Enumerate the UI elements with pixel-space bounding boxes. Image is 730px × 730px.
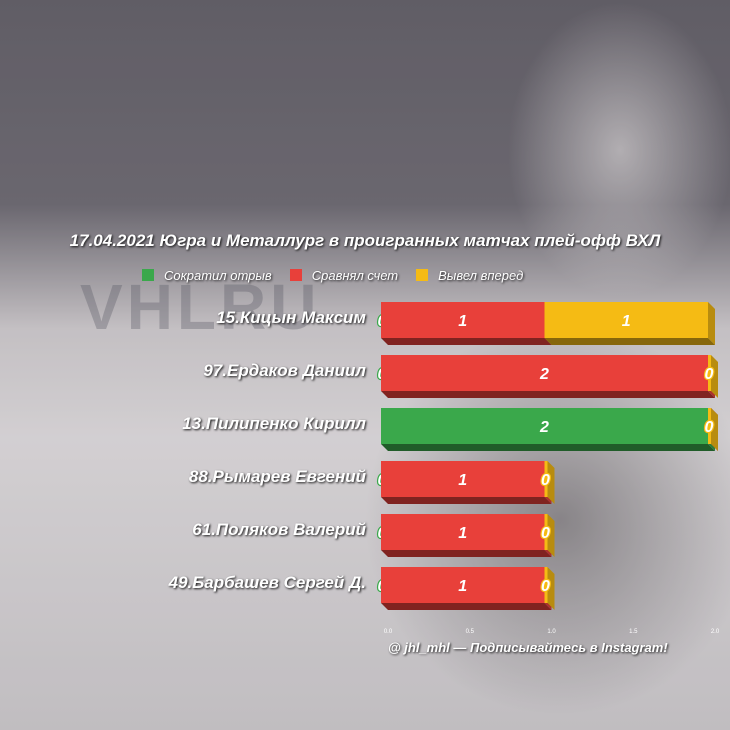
- bar-side: [547, 567, 555, 610]
- data-label: 2: [539, 419, 549, 436]
- background-logo-text: VHLRU: [80, 271, 321, 343]
- data-label: 2: [539, 366, 549, 383]
- bar-side: [711, 355, 718, 398]
- bar-bottom: [381, 391, 715, 398]
- chart-title: 17.04.2021 Югра и Металлург в проигранны…: [69, 231, 661, 250]
- bar: [381, 408, 708, 444]
- bar-side: [711, 408, 718, 451]
- bar: [708, 408, 711, 444]
- data-label: 0: [705, 419, 714, 436]
- x-tick-label: 2.0: [711, 629, 720, 635]
- bar: [544, 302, 708, 338]
- bar: [544, 567, 548, 603]
- bar: [708, 355, 711, 391]
- bar: [544, 514, 548, 550]
- bar: [544, 461, 548, 497]
- bar: [381, 461, 545, 497]
- category-label: 49.Барбашев Сергей Д.: [168, 573, 366, 592]
- data-label: 1: [622, 313, 631, 330]
- data-label: 0: [705, 366, 714, 383]
- bar: [381, 514, 545, 550]
- category-label: 61.Поляков Валерий: [192, 520, 366, 539]
- bar-side: [547, 514, 555, 557]
- data-label: 0: [541, 472, 550, 489]
- x-tick-label: 1.0: [547, 629, 556, 635]
- bar-bottom: [381, 444, 715, 451]
- bar: [381, 355, 708, 391]
- data-label: 1: [458, 525, 467, 542]
- category-label: 97.Ердаков Даниил: [203, 361, 366, 380]
- bar-bottom: [381, 338, 552, 345]
- legend: Сократил отрыв Сравнял счет Вывел вперед: [142, 265, 523, 285]
- bar-bottom: [381, 497, 552, 504]
- bar-side: [547, 461, 555, 504]
- legend-swatch-red: [289, 269, 302, 281]
- category-label: 13.Пилипенко Кирилл: [182, 414, 366, 433]
- legend-item-equalized: Сравнял счет: [289, 267, 399, 283]
- bar-bottom: [381, 550, 552, 557]
- bar: [381, 567, 545, 603]
- bar: [381, 302, 545, 338]
- bar-bottom: [544, 338, 715, 345]
- bar-bottom: [381, 603, 552, 610]
- category-label: 15.Кицын Максим: [216, 308, 366, 327]
- data-label: 1: [458, 578, 467, 595]
- legend-swatch-green: [142, 269, 154, 281]
- x-tick-label: 0.5: [466, 629, 475, 635]
- x-tick-label: 0.0: [384, 629, 393, 635]
- x-tick-label: 1.5: [629, 629, 638, 635]
- data-label: 1: [458, 472, 467, 489]
- legend-label: Сравнял счет: [311, 267, 399, 283]
- data-label: 1: [458, 313, 467, 330]
- data-label: 0: [541, 578, 550, 595]
- legend-label: Вывел вперед: [438, 267, 524, 283]
- footer-credit: @ jhl_mhl — Подписывайтесь в Instagram!: [388, 640, 668, 655]
- data-label: 0: [541, 525, 550, 542]
- legend-label: Сократил отрыв: [164, 267, 272, 283]
- legend-swatch-yellow: [416, 269, 429, 281]
- legend-item-lead: Вывел вперед: [416, 268, 523, 283]
- legend-item-reduced: Сократил отрыв: [142, 268, 272, 283]
- bar-side: [708, 302, 715, 345]
- category-label: 88.Рымарев Евгений: [188, 467, 366, 486]
